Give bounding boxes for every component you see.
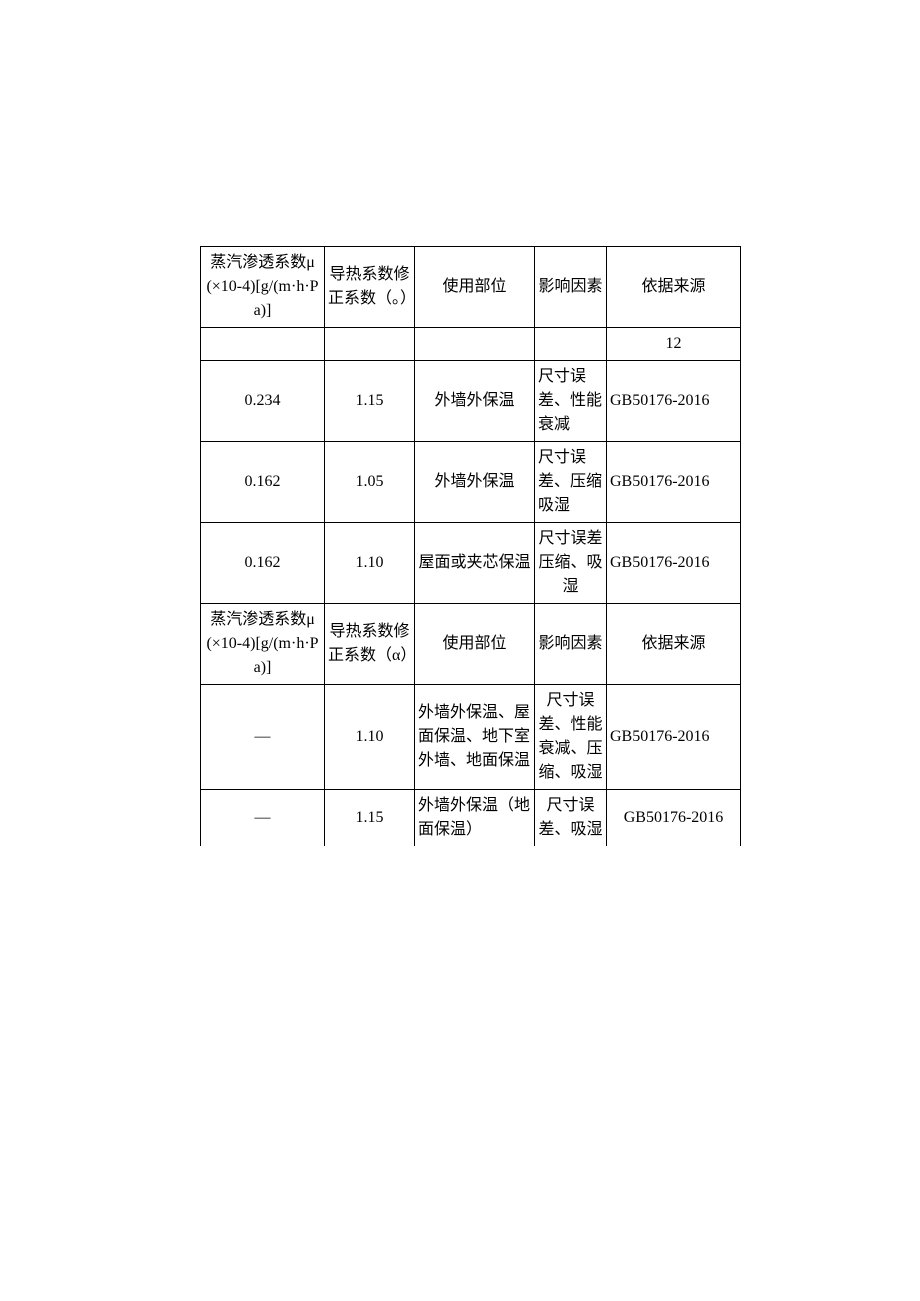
table-cell: GB50176-2016	[607, 361, 741, 442]
header-cell: 使用部位	[415, 604, 535, 685]
table-cell: 外墙外保温	[415, 442, 535, 523]
header-cell: 依据来源	[607, 247, 741, 328]
table-cell: 12	[607, 328, 741, 361]
header-cell: 导热系数修正系数（α）	[325, 604, 415, 685]
table-cell	[535, 328, 607, 361]
table-cell: 外墙外保温（地面保温）	[415, 790, 535, 847]
table-cell: 屋面或夹芯保温	[415, 523, 535, 604]
header-cell: 影响因素	[535, 604, 607, 685]
table-header-row: 蒸汽渗透系数μ(×10-4)[g/(m·h·Pa)] 导热系数修正系数（。） 使…	[201, 247, 741, 328]
table-cell: 0.234	[201, 361, 325, 442]
table-cell: 1.15	[325, 790, 415, 847]
table-cell: 1.10	[325, 523, 415, 604]
header-cell: 导热系数修正系数（。）	[325, 247, 415, 328]
header-cell: 蒸汽渗透系数μ(×10-4)[g/(m·h·Pa)]	[201, 247, 325, 328]
table-cell: 尺寸误差、吸湿	[535, 790, 607, 847]
table-cell	[415, 328, 535, 361]
table-cell: 外墙外保温、屋面保温、地下室外墙、地面保温	[415, 685, 535, 790]
table-cell: 尺寸误差、性能衰减、压缩、吸湿	[535, 685, 607, 790]
table-cell: 外墙外保温	[415, 361, 535, 442]
header-cell: 蒸汽渗透系数μ(×10-4)[g/(m·h·Pa)]	[201, 604, 325, 685]
table-cell: 0.162	[201, 523, 325, 604]
header-cell: 影响因素	[535, 247, 607, 328]
table-row: 0.162 1.05 外墙外保温 尺寸误差、压缩吸湿 GB50176-2016	[201, 442, 741, 523]
table-cell: GB50176-2016	[607, 523, 741, 604]
table-cell: 尺寸误差、性能衰减	[535, 361, 607, 442]
table-row: 12	[201, 328, 741, 361]
table-cell	[201, 328, 325, 361]
table-cell: GB50176-2016	[607, 790, 741, 847]
table-cell: GB50176-2016	[607, 442, 741, 523]
table-cell: 1.15	[325, 361, 415, 442]
table-cell: —	[201, 685, 325, 790]
table-header-row: 蒸汽渗透系数μ(×10-4)[g/(m·h·Pa)] 导热系数修正系数（α） 使…	[201, 604, 741, 685]
table-row: — 1.15 外墙外保温（地面保温） 尺寸误差、吸湿 GB50176-2016	[201, 790, 741, 847]
table-cell: —	[201, 790, 325, 847]
header-cell: 使用部位	[415, 247, 535, 328]
table-cell: 尺寸误差、压缩吸湿	[535, 442, 607, 523]
header-cell: 依据来源	[607, 604, 741, 685]
materials-table: 蒸汽渗透系数μ(×10-4)[g/(m·h·Pa)] 导热系数修正系数（。） 使…	[200, 246, 741, 846]
table-row: — 1.10 外墙外保温、屋面保温、地下室外墙、地面保温 尺寸误差、性能衰减、压…	[201, 685, 741, 790]
table-cell: 1.05	[325, 442, 415, 523]
table-cell: 1.10	[325, 685, 415, 790]
document-table: 蒸汽渗透系数μ(×10-4)[g/(m·h·Pa)] 导热系数修正系数（。） 使…	[200, 246, 740, 846]
table-row: 0.162 1.10 屋面或夹芯保温 尺寸误差压缩、吸湿 GB50176-201…	[201, 523, 741, 604]
table-cell: 尺寸误差压缩、吸湿	[535, 523, 607, 604]
table-cell: 0.162	[201, 442, 325, 523]
table-cell	[325, 328, 415, 361]
table-row: 0.234 1.15 外墙外保温 尺寸误差、性能衰减 GB50176-2016	[201, 361, 741, 442]
table-cell: GB50176-2016	[607, 685, 741, 790]
